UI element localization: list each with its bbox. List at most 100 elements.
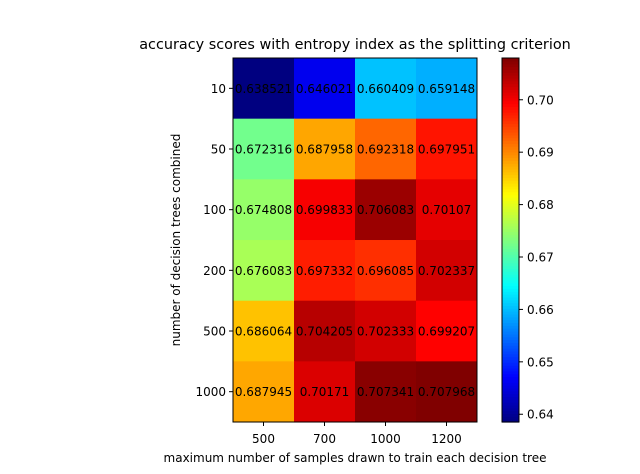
heatmap-cell [233,58,295,120]
heatmap-frame [232,57,478,423]
colorbar-segment [502,194,519,198]
y-tick-label: 10 [211,82,226,96]
colorbar-segment [502,217,519,221]
cell-value-label: 0.638521 [235,82,292,96]
colorbar-segment [502,379,519,383]
colorbar-segment [502,163,519,167]
colorbar-segment [502,325,519,329]
colorbar-segment [502,106,519,110]
heatmap-cell [294,240,356,302]
colorbar-segment [502,180,519,184]
colorbar-segment [502,407,519,412]
colorbar-segment [502,117,519,122]
colorbar-segment [502,72,519,76]
colorbar-segment [502,276,519,281]
colorbar-segment [502,291,519,295]
colorbar-segment [502,362,519,366]
colorbar-segment [502,211,519,216]
colorbar-segment [502,359,519,363]
cell-value-label: 0.707968 [418,385,475,399]
cell-value-label: 0.659148 [418,82,475,96]
colorbar-segment [502,279,519,284]
colorbar-segment [502,80,519,85]
colorbar-segment [502,282,519,287]
colorbar-segment [502,311,519,315]
colorbar-segment [502,75,519,79]
colorbar-segment [502,245,519,250]
colorbar-segment [502,353,519,358]
colorbar-segment [502,160,519,164]
colorbar-segment [502,83,519,88]
heatmap-cell [355,118,417,180]
colorbar-segment [502,77,519,82]
heatmap-cell [416,58,478,120]
colorbar-segment [502,92,519,96]
colorbar-segment [502,103,519,107]
colorbar-segment [502,257,519,261]
colorbar-segment [502,316,519,321]
heatmap-cell [294,361,356,423]
colorbar-segment [502,342,519,346]
cell-value-label: 0.699207 [418,325,475,339]
colorbar-segment [502,419,519,423]
colorbar-segment [502,382,519,386]
colorbar-segment [502,197,519,201]
heatmap-cell [294,58,356,120]
colorbar-segment [502,251,519,255]
colorbar-segment [502,171,519,176]
colorbar-segment [502,112,519,116]
colorbar-segment [502,203,519,207]
colorbar-segment [502,336,519,341]
colorbar-segment [502,328,519,332]
colorbar-tick-label: 0.66 [527,303,554,317]
y-axis-label: number of decision trees combined [169,134,183,347]
colorbar-segment [502,109,519,113]
colorbar-segment [502,390,519,395]
colorbar-segment [502,143,519,147]
colorbar-segment [502,305,519,309]
colorbar-segment [502,265,519,270]
y-tick-label: 50 [211,143,226,157]
y-axis-ticks: 10 50 100 200 500 1000 [195,82,233,399]
y-tick-label: 100 [203,203,226,217]
colorbar-segment [502,404,519,409]
heatmap-cell [294,118,356,180]
colorbar-segment [502,140,519,144]
y-tick-label: 500 [203,325,226,339]
colorbar-segment [502,94,519,99]
colorbar-segment [502,129,519,133]
colorbar-segment [502,120,519,125]
heatmap-cell [355,58,417,120]
colorbar-segment [502,168,519,173]
heatmap-cell [294,179,356,241]
cell-value-label: 0.70107 [422,203,472,217]
cell-value-label: 0.706083 [357,203,414,217]
heatmap-cell [416,179,478,241]
colorbar-segment [502,319,519,324]
colorbar-segment [502,89,519,93]
colorbar-segment [502,285,519,289]
colorbar-segment [502,294,519,298]
colorbar-segment [502,177,519,181]
colorbar-tick-label: 0.70 [527,93,554,107]
heatmap-cell [416,300,478,362]
colorbar-segment [502,60,519,65]
colorbar-segment [502,399,519,403]
colorbar-segment [502,149,519,153]
colorbar-segment [502,274,519,278]
colorbar-segment [502,350,519,355]
heatmap-cell [355,361,417,423]
colorbar-segment [502,208,519,213]
colorbar-segment [502,200,519,204]
x-tick-label: 1200 [431,432,462,446]
cell-value-label: 0.687958 [296,143,353,157]
colorbar-segment [502,237,519,241]
colorbar-segment [502,373,519,378]
cell-value-label: 0.676083 [235,264,292,278]
colorbar-segment [502,137,519,142]
colorbar-segment [502,126,519,130]
heatmap-cell [233,240,295,302]
heatmap-cell [233,361,295,423]
cell-value-label: 0.697951 [418,143,475,157]
colorbar-tick-label: 0.69 [527,146,554,160]
